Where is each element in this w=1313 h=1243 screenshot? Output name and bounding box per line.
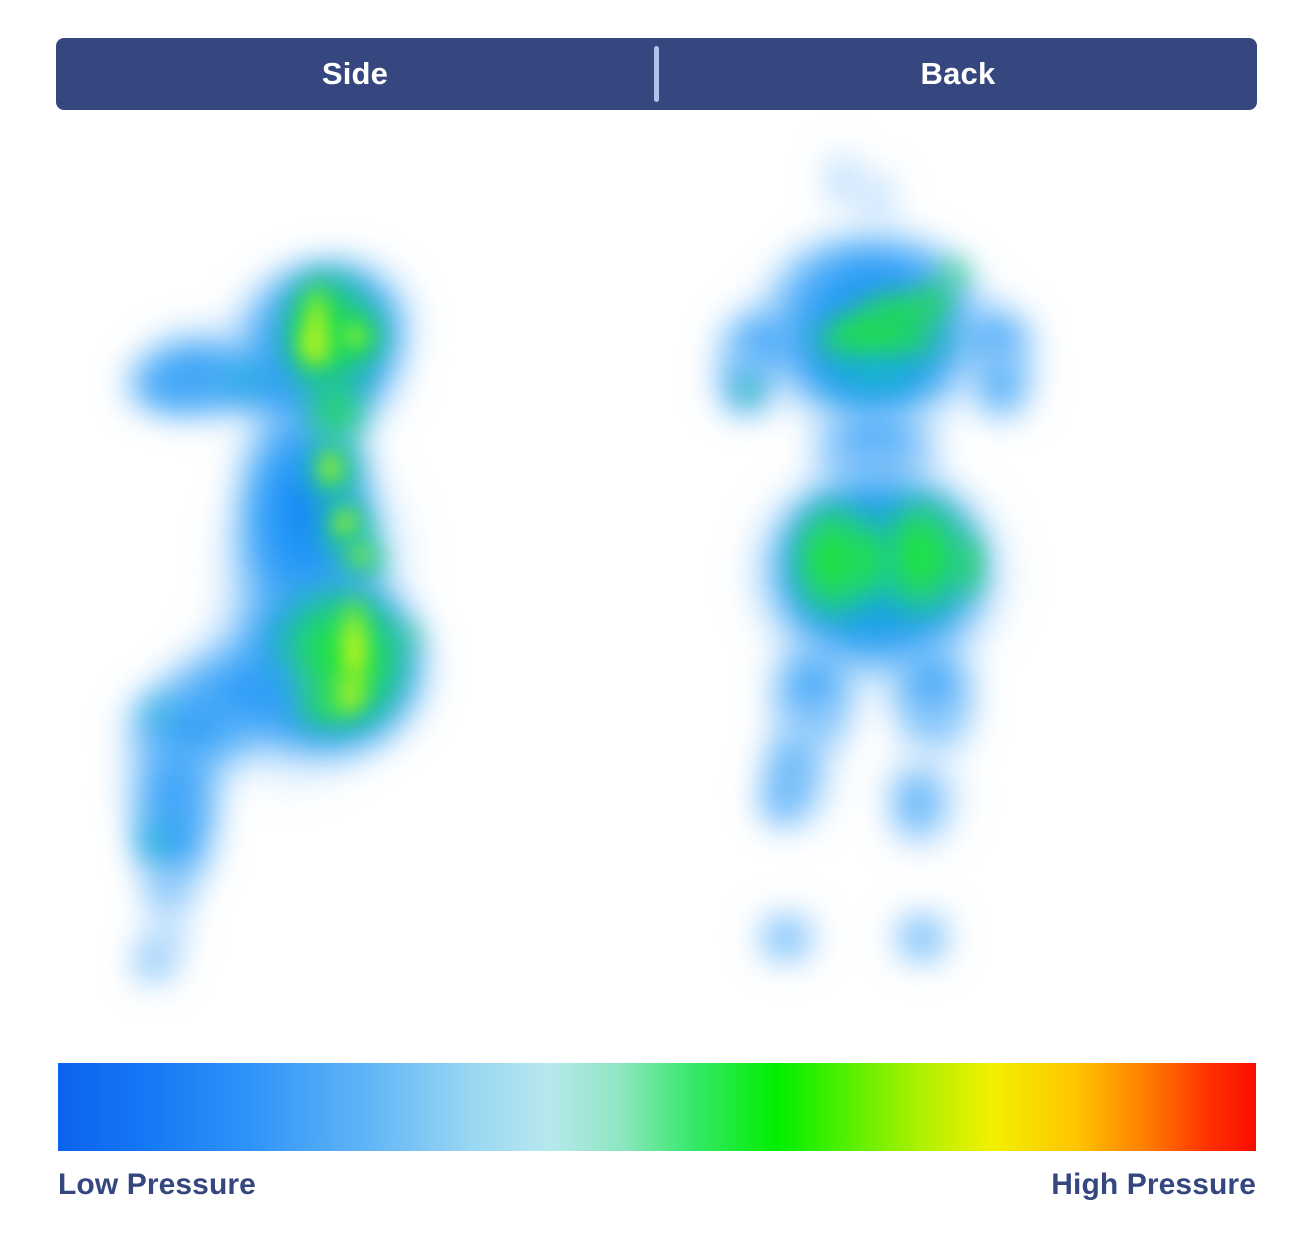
tab-side[interactable]: Side [56,38,654,110]
view-tab-bar: Side Back [56,38,1257,110]
tab-back-label: Back [920,56,996,91]
vertical-divider-icon [654,46,659,102]
tab-side-label: Side [321,56,389,91]
heatmap-side-view [110,130,610,990]
pressure-map-canvas [0,130,1313,1030]
pressure-scale-labels: Low Pressure High Pressure [58,1168,1256,1202]
heatmap-back-view [705,130,1210,990]
tab-back[interactable]: Back [659,38,1257,110]
pressure-color-scale [58,1063,1256,1151]
low-pressure-label: Low Pressure [58,1168,256,1201]
high-pressure-label: High Pressure [1051,1168,1256,1201]
